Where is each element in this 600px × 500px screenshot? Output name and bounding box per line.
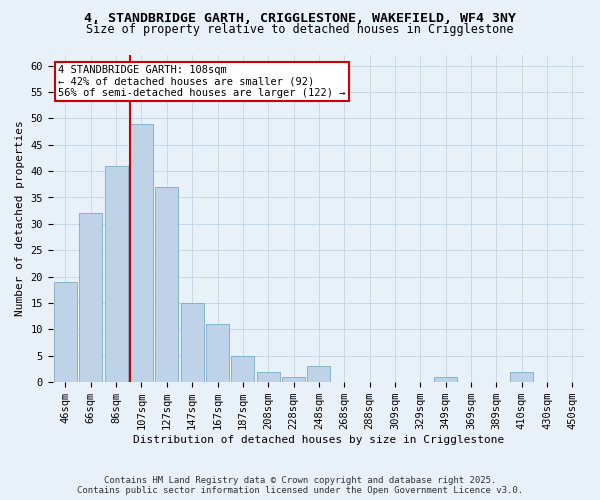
Y-axis label: Number of detached properties: Number of detached properties — [15, 120, 25, 316]
Bar — [181, 303, 203, 382]
X-axis label: Distribution of detached houses by size in Crigglestone: Distribution of detached houses by size … — [133, 435, 505, 445]
Bar — [510, 372, 533, 382]
Bar — [130, 124, 153, 382]
Bar — [434, 377, 457, 382]
Bar — [105, 166, 128, 382]
Bar — [232, 356, 254, 382]
Bar — [307, 366, 330, 382]
Text: 4, STANDBRIDGE GARTH, CRIGGLESTONE, WAKEFIELD, WF4 3NY: 4, STANDBRIDGE GARTH, CRIGGLESTONE, WAKE… — [84, 12, 516, 26]
Bar — [54, 282, 77, 382]
Text: Contains HM Land Registry data © Crown copyright and database right 2025.
Contai: Contains HM Land Registry data © Crown c… — [77, 476, 523, 495]
Bar — [282, 377, 305, 382]
Bar — [206, 324, 229, 382]
Text: Size of property relative to detached houses in Crigglestone: Size of property relative to detached ho… — [86, 22, 514, 36]
Bar — [79, 214, 102, 382]
Text: 4 STANDBRIDGE GARTH: 108sqm
← 42% of detached houses are smaller (92)
56% of sem: 4 STANDBRIDGE GARTH: 108sqm ← 42% of det… — [58, 65, 346, 98]
Bar — [257, 372, 280, 382]
Bar — [155, 187, 178, 382]
